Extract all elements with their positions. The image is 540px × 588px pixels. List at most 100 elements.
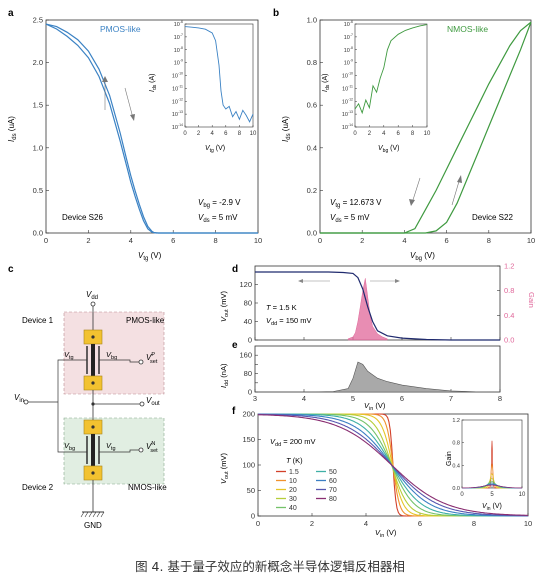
panel-b-x-ticks: 0 2 4 6 8 10 bbox=[318, 230, 535, 245]
panel-a-sweep-arrow-down bbox=[124, 87, 135, 121]
y-tick-label: 200 bbox=[242, 410, 255, 419]
panel-a-legend: PMOS-like bbox=[100, 24, 141, 34]
idd-area bbox=[255, 361, 501, 393]
pmos-inset-curve bbox=[184, 26, 254, 123]
legend-label-70: 70 bbox=[329, 487, 337, 494]
inset-y-tick-label: 10-13 bbox=[342, 110, 353, 118]
nmos-vbg-wire bbox=[57, 402, 87, 453]
y-tick-label: 80 bbox=[244, 369, 252, 378]
inset-x-tick-label: 8 bbox=[411, 131, 415, 137]
panel-b-inset-frame bbox=[354, 23, 428, 128]
legend-label-10: 10 bbox=[289, 478, 297, 485]
x-tick-label: 0 bbox=[318, 236, 322, 245]
panel-b-annotation-vtg: Vtg = 12.673 V bbox=[330, 198, 382, 209]
x-tick-label: 6 bbox=[171, 236, 175, 245]
inset-y-tick-label: 10-14 bbox=[342, 123, 353, 131]
vdd-terminal bbox=[90, 301, 96, 307]
x-tick-label: 8 bbox=[472, 519, 476, 528]
vset-p-label: VP set bbox=[146, 352, 158, 365]
panel-a-annotation-vds: Vds = 5 mV bbox=[198, 213, 238, 224]
x-tick-label: 4 bbox=[364, 519, 368, 528]
panel-d-annotation-t: T = 1.5 K bbox=[266, 303, 297, 312]
panel-d-y2-label: Gain bbox=[527, 292, 536, 308]
y-tick-label: 150 bbox=[242, 435, 255, 444]
device-1-label: Device 1 bbox=[22, 316, 54, 325]
y-tick-label: 1.0 bbox=[33, 143, 43, 152]
y-tick-label: 1.5 bbox=[33, 101, 43, 110]
inset-y-tick-label: 10-6 bbox=[344, 20, 353, 28]
vout-curve bbox=[255, 271, 500, 341]
x-tick-label: 8 bbox=[487, 236, 491, 245]
pmos-bottom-contact-dot bbox=[91, 381, 95, 385]
y-tick-label: 80 bbox=[244, 299, 252, 308]
inset-x-tick-label: 0 bbox=[183, 131, 187, 137]
panel-e-x-label: Vin (V) bbox=[364, 401, 386, 412]
panel-b-y-ticks: 0.0 0.2 0.4 0.6 0.8 1.0 bbox=[307, 16, 323, 238]
panel-f-legend: 1.5 10 20 30 40 50 60 70 80 bbox=[276, 469, 337, 512]
inset-y-tick-label: 0.4 bbox=[452, 463, 460, 469]
nmos-vtg-label: Vtg bbox=[106, 441, 116, 452]
panel-a-inset-x-label: Vtg (V) bbox=[205, 145, 225, 154]
inset-x-tick-label: 0 bbox=[460, 492, 464, 498]
panel-a-inset-frame bbox=[184, 23, 254, 128]
panel-b-x-label: Vbg (V) bbox=[410, 251, 435, 262]
panel-a-y-ticks: 0.0 0.5 1.0 1.5 2.0 2.5 bbox=[33, 16, 49, 238]
panel-a-y-label: Ids (uA) bbox=[7, 116, 18, 142]
x-tick-label: 6 bbox=[445, 236, 449, 245]
inset-y-tick-label: 0.0 bbox=[452, 486, 460, 492]
pmos-vtg-label: Vtg bbox=[64, 350, 74, 361]
y-tick-label: 0.4 bbox=[307, 143, 317, 152]
inset-gain-80 bbox=[462, 484, 522, 489]
inset-x-tick-label: 0 bbox=[353, 131, 357, 137]
panel-c: c Device 1 Device 2 PMOS-like NMOS-like … bbox=[8, 264, 167, 530]
nmos-bottom-contact-dot bbox=[91, 471, 95, 475]
nmos-curve-1 bbox=[320, 21, 532, 234]
legend-label-80: 80 bbox=[329, 496, 337, 503]
nmos-vbg-label: Vbg bbox=[64, 441, 75, 452]
x-tick-label: 4 bbox=[302, 394, 306, 403]
x-tick-label: 2 bbox=[86, 236, 90, 245]
y-tick-label: 0 bbox=[251, 512, 255, 521]
inset-y-tick-label: 10-8 bbox=[174, 46, 183, 54]
panel-d-right-arrow bbox=[370, 279, 400, 283]
y2-tick-label: 1.2 bbox=[504, 262, 514, 271]
figure-canvas: a 0.0 0.5 1.0 1.5 2.0 2.5 0 2 4 6 8 10 PMOS-like I… bbox=[7, 8, 536, 539]
panel-b-legend: NMOS-like bbox=[447, 24, 488, 34]
vdd-label: Vdd bbox=[86, 290, 98, 301]
panel-e-y-label: Idd (nA) bbox=[219, 363, 230, 388]
inset-y-tick-label: 10-11 bbox=[342, 84, 353, 92]
x-tick-label: 6 bbox=[400, 394, 404, 403]
panel-a-inset-ticks: 0 2 4 6 8 10 10-6 10-7 10-8 10-9 10-10 10-11 10-12 10… bbox=[172, 20, 257, 137]
x-tick-label: 3 bbox=[253, 394, 257, 403]
panel-b-inset-x-label: Vbg (V) bbox=[378, 145, 400, 154]
y-tick-label: 2.5 bbox=[33, 16, 43, 25]
y-tick-label: 160 bbox=[239, 351, 252, 360]
panel-d-vout-curve bbox=[255, 271, 500, 341]
pmos-like-label: PMOS-like bbox=[126, 316, 165, 325]
inset-y-tick-label: 10-12 bbox=[172, 97, 183, 105]
panel-b-annotation-vds: Vds = 5 mV bbox=[330, 213, 370, 224]
panel-b-curves bbox=[320, 21, 532, 234]
vout-label: Vout bbox=[146, 396, 160, 407]
figure-caption: 图 4. 基于量子效应的新概念半导体逻辑反相器相 bbox=[135, 559, 405, 574]
x-tick-label: 7 bbox=[449, 394, 453, 403]
nmos-like-label: NMOS-like bbox=[128, 483, 167, 492]
inset-y-tick-label: 1.2 bbox=[452, 418, 460, 424]
panel-b-sweep-arrow-down bbox=[409, 177, 421, 206]
panel-f-annotation-vdd: Vdd = 200 mV bbox=[270, 437, 316, 448]
inset-y-tick-label: 10-13 bbox=[172, 110, 183, 118]
y-tick-label: 0.2 bbox=[307, 186, 317, 195]
panel-f-inset-y-label: Gain bbox=[446, 451, 453, 466]
panel-b-inset-y-label: Ids (A) bbox=[322, 73, 331, 92]
panel-f-inset-frame bbox=[461, 419, 523, 489]
vtc-curve-80 bbox=[257, 414, 529, 516]
x-tick-label: 10 bbox=[254, 236, 262, 245]
y-tick-label: 1.0 bbox=[307, 16, 317, 25]
y-tick-label: 50 bbox=[247, 486, 255, 495]
x-tick-label: 0 bbox=[256, 519, 260, 528]
inset-y-tick-label: 10-8 bbox=[344, 46, 353, 54]
inset-x-tick-label: 10 bbox=[250, 131, 257, 137]
inset-x-tick-label: 4 bbox=[211, 131, 215, 137]
legend-label-20: 20 bbox=[289, 487, 297, 494]
panel-d-letter: d bbox=[232, 264, 238, 275]
